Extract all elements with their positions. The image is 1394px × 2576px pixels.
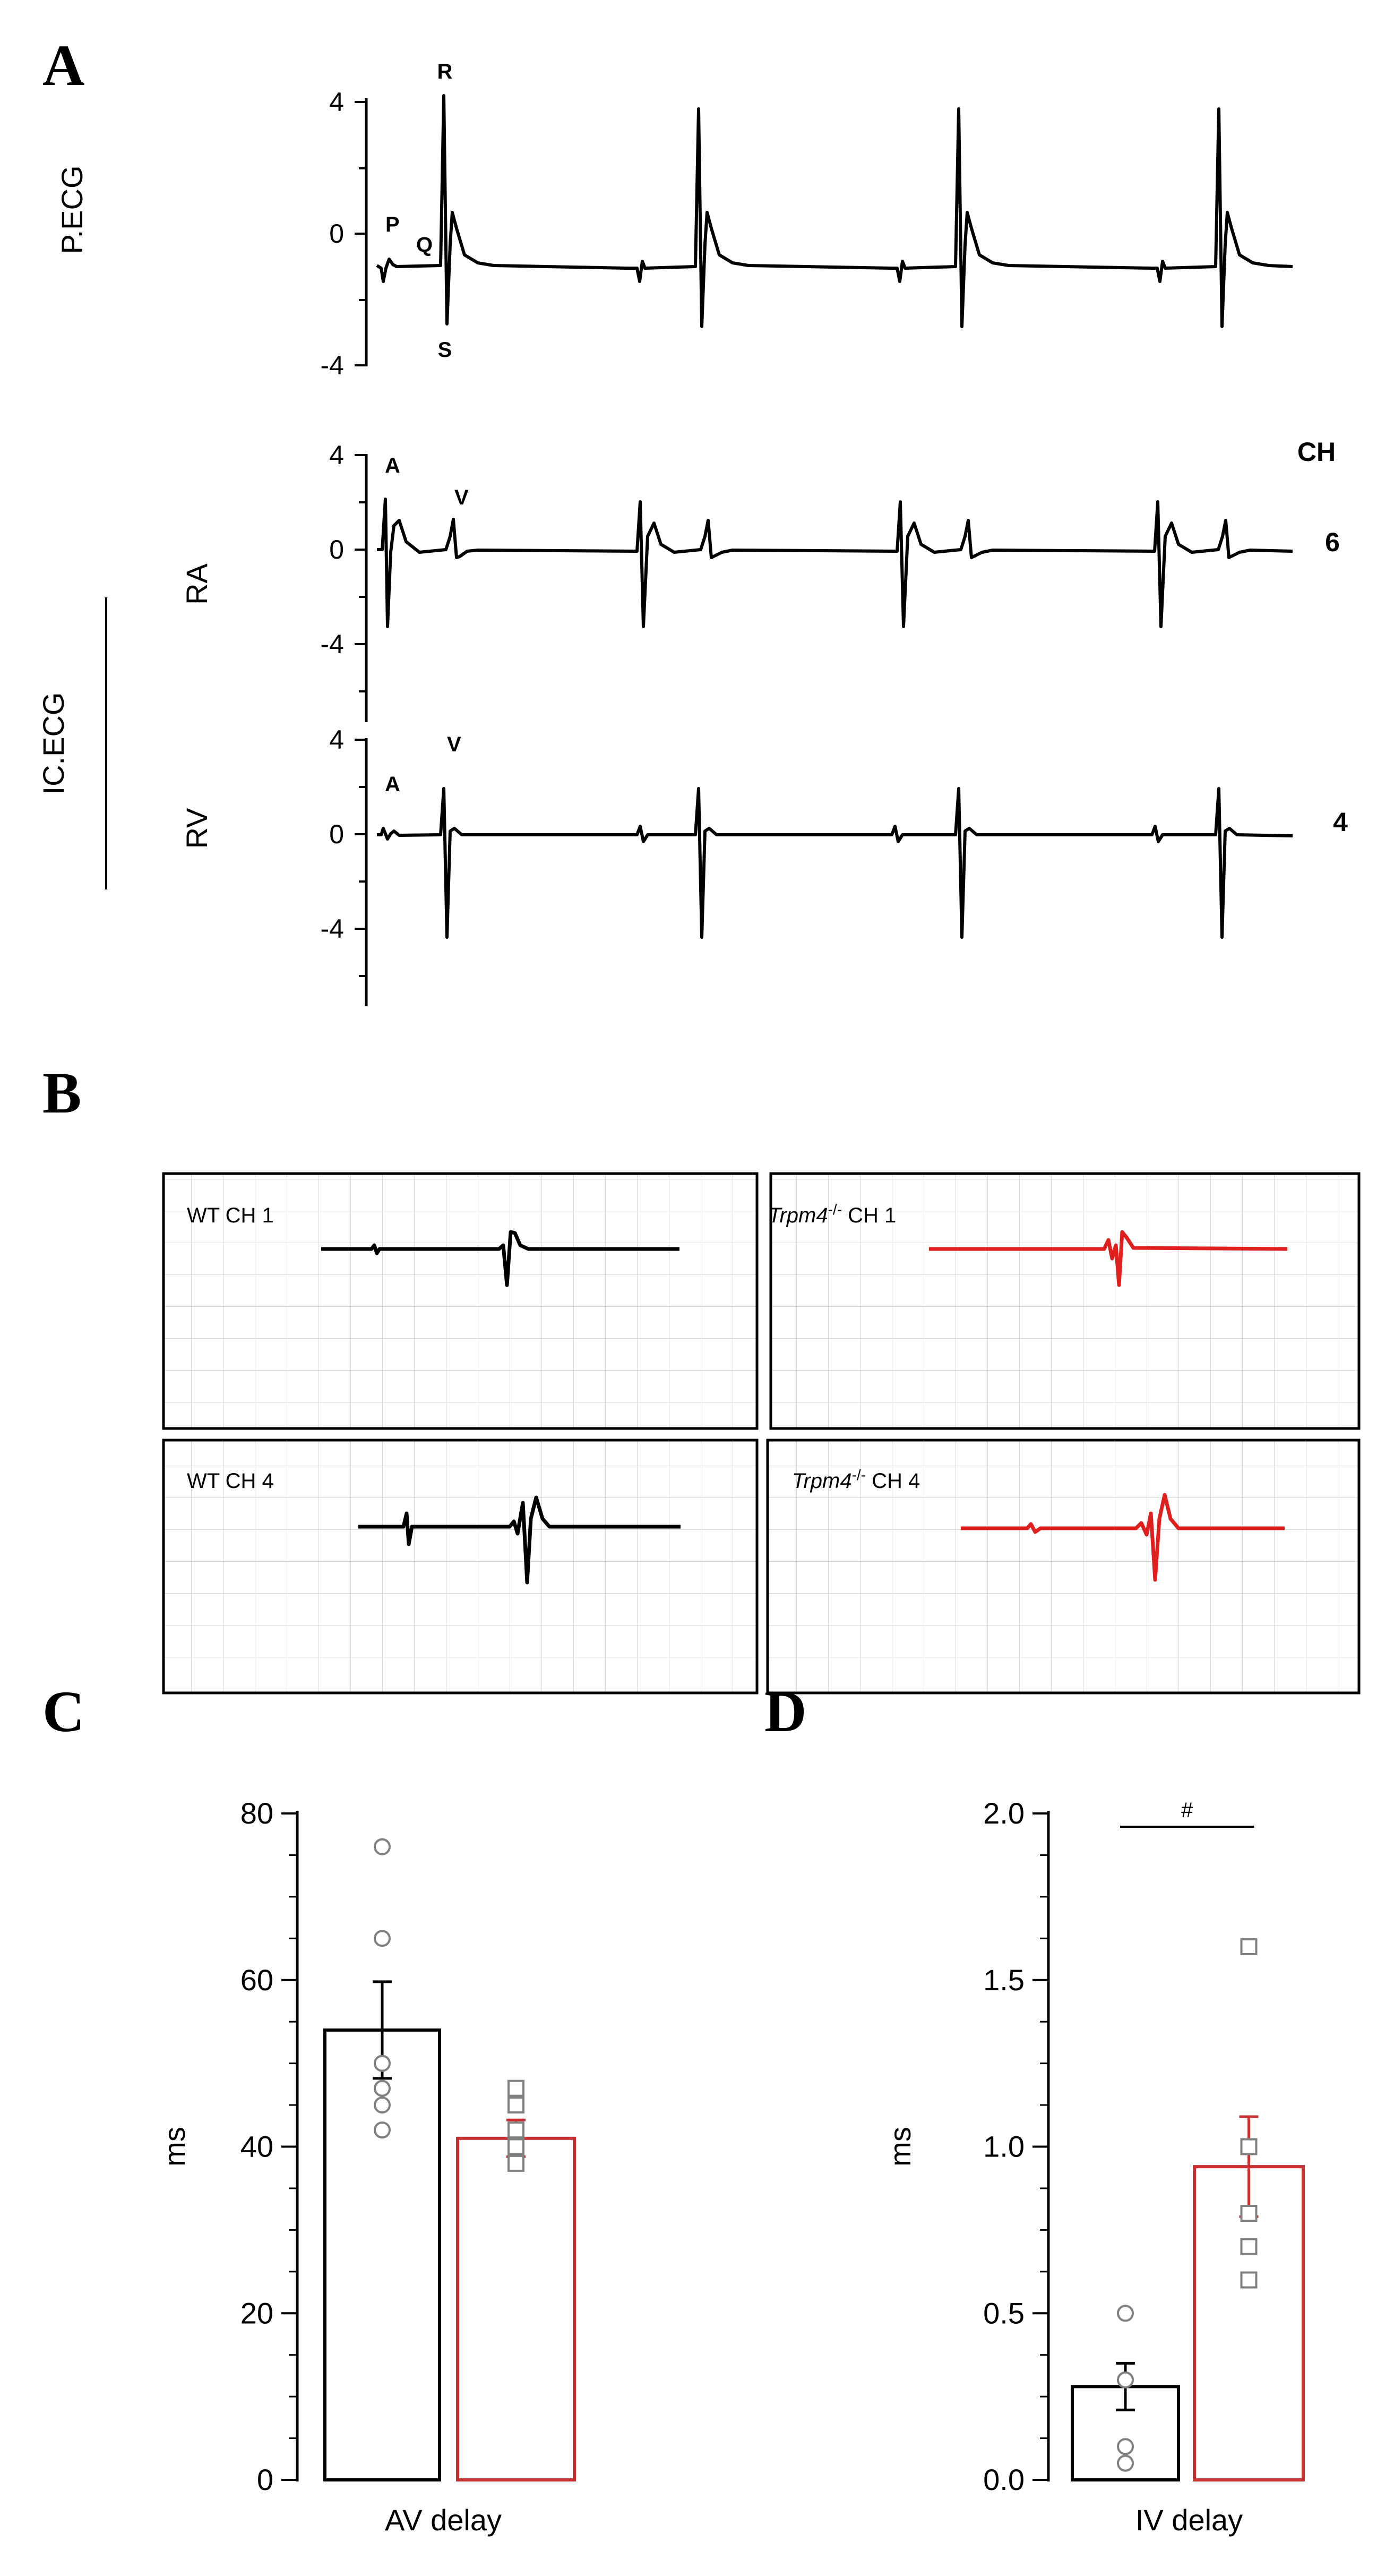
- data-point: [374, 2121, 391, 2139]
- y-tick-label: 80: [240, 1796, 273, 1830]
- data-point: [1117, 2371, 1134, 2389]
- y-tick-label: 40: [240, 2130, 273, 2163]
- box-label-trpm4-ch1: Trpm4-/- CH 1: [768, 1201, 896, 1228]
- panel-a-traces: P.ECG 4 0 -4 R P Q S CH RA: [37, 60, 1348, 1006]
- data-point: [374, 2096, 391, 2114]
- panel-letter-a: A: [42, 33, 84, 98]
- tick-p-ecg-0: 0: [329, 219, 344, 249]
- electrogram-trpm4-ch1: [929, 1230, 1288, 1287]
- marker-r: R: [437, 60, 453, 83]
- data-point: [1117, 2305, 1134, 2322]
- chart-av-delay: 0 20 40 60 80 ms AV delay: [158, 1796, 576, 2537]
- electrogram-wt-ch1: [321, 1230, 679, 1287]
- waveform-p-ecg: [376, 94, 1293, 328]
- data-point: [507, 2121, 524, 2139]
- electrogram-wt-ch4: [358, 1495, 681, 1585]
- chart-iv-delay: 0.0 0.5 1.0 1.5 2.0 ms IV delay #: [883, 1796, 1305, 2537]
- data-point: [1240, 2205, 1258, 2222]
- panel-letter-b: B: [42, 1060, 81, 1125]
- y-tick-label: 1.0: [983, 2130, 1025, 2163]
- data-point: [507, 2138, 524, 2155]
- significance-mark: #: [1181, 1799, 1193, 1822]
- y-tick-label: 0.5: [983, 2296, 1025, 2330]
- marker-p: P: [385, 213, 400, 236]
- bar-trpm4-: [456, 2136, 576, 2481]
- box-wt-ch1: WT CH 1: [162, 1172, 759, 1430]
- y-tick-label: 0: [257, 2463, 273, 2496]
- data-point: [1117, 2454, 1134, 2472]
- electrogram-trpm4-ch4: [961, 1493, 1285, 1582]
- data-point: [374, 1930, 391, 1947]
- x-axis-label: AV delay: [385, 2503, 502, 2537]
- y-tick-label: 1.5: [983, 1963, 1025, 1997]
- channel-rv: 4: [1333, 807, 1348, 837]
- tick-ra-0: 0: [329, 535, 344, 564]
- data-point: [374, 1838, 391, 1855]
- y-tick-label: 0.0: [983, 2463, 1025, 2496]
- data-point: [1240, 2238, 1258, 2255]
- tick-p-ecg-4: 4: [329, 87, 344, 117]
- waveform-ra: [377, 498, 1293, 628]
- marker-q: Q: [416, 233, 433, 256]
- group-label-ic-ecg: IC.ECG: [37, 692, 70, 795]
- data-point: [374, 2055, 391, 2072]
- tick-rv-neg4: -4: [321, 914, 344, 944]
- data-point: [374, 2079, 391, 2097]
- trace-p-ecg: P.ECG 4 0 -4 R P Q S: [55, 60, 1293, 380]
- tick-rv-4: 4: [329, 725, 344, 755]
- marker-ra-v: V: [454, 486, 469, 509]
- marker-rv-v: V: [447, 733, 461, 756]
- box-wt-ch4: WT CH 4: [162, 1439, 759, 1694]
- channel-header: CH: [1297, 437, 1336, 467]
- tick-rv-0: 0: [329, 819, 344, 849]
- box-label-wt-ch1: WT CH 1: [187, 1204, 274, 1227]
- data-point: [507, 2096, 524, 2114]
- waveform-rv: [377, 787, 1293, 939]
- box-trpm4-ch1: Trpm4-/- CH 1: [768, 1172, 1361, 1430]
- data-point: [1117, 2438, 1134, 2455]
- y-tick-label: 2.0: [983, 1796, 1025, 1830]
- panel-letter-c: C: [42, 1679, 84, 1744]
- y-tick-label: 60: [240, 1963, 273, 1997]
- tick-p-ecg-neg4: -4: [321, 350, 344, 380]
- channel-ra: 6: [1325, 527, 1340, 557]
- ticks-ra: [355, 454, 366, 692]
- trace-label-p-ecg: P.ECG: [55, 165, 89, 254]
- tick-ra-neg4: -4: [321, 629, 344, 659]
- box-trpm4-ch4: Trpm4-/- CH 4: [766, 1439, 1361, 1694]
- marker-ra-a: A: [385, 454, 400, 477]
- data-point: [1240, 2138, 1258, 2155]
- data-point: [507, 2154, 524, 2172]
- trace-label-ra: RA: [180, 563, 213, 604]
- y-tick-label: 20: [240, 2296, 273, 2330]
- y-axis-label: ms: [158, 2127, 191, 2167]
- tick-ra-4: 4: [329, 440, 344, 470]
- marker-rv-a: A: [385, 773, 400, 796]
- y-axis-label: ms: [883, 2127, 917, 2167]
- marker-s: S: [438, 338, 452, 362]
- ticks-p-ecg: [355, 101, 366, 366]
- data-point: [1240, 1938, 1258, 1955]
- trace-ra: CH RA 4 0 -4 A V 6: [180, 437, 1340, 722]
- data-point: [507, 2079, 524, 2097]
- panel-b-electrograms: WT CH 1 Trpm4-/- CH 1 WT CH 4 Trpm4-/- C…: [162, 1172, 1361, 1694]
- trace-label-rv: RV: [180, 808, 213, 849]
- trace-rv: RV 4 0 -4 A V 4: [180, 725, 1348, 1006]
- data-point: [1240, 2271, 1258, 2289]
- box-label-wt-ch4: WT CH 4: [187, 1469, 274, 1493]
- box-label-trpm4-ch4: Trpm4-/- CH 4: [792, 1467, 920, 1493]
- ticks-rv: [355, 739, 366, 977]
- x-axis-label: IV delay: [1135, 2503, 1243, 2537]
